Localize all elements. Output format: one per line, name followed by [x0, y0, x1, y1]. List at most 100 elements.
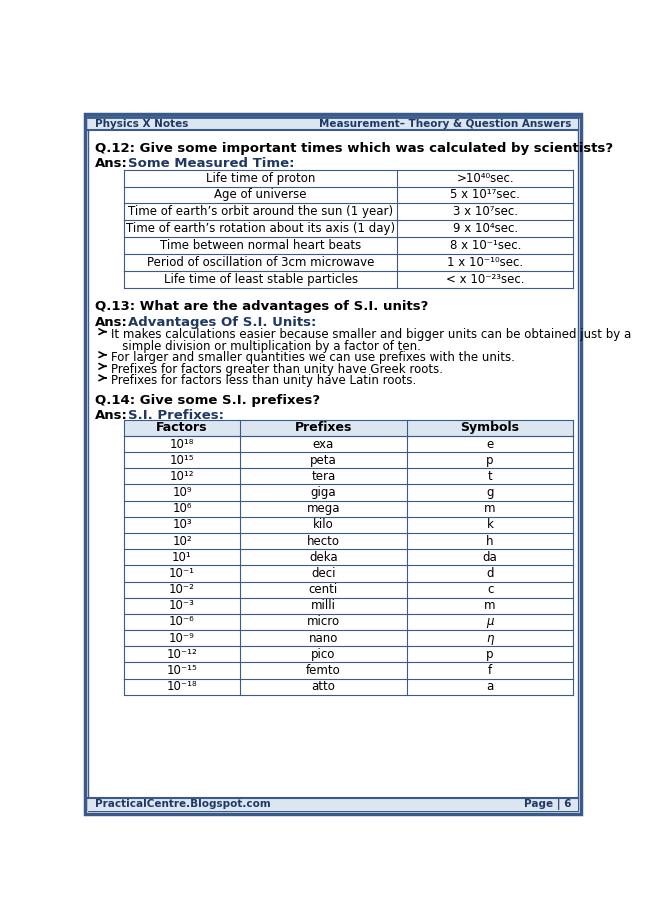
Bar: [124, 533, 573, 550]
Text: nano: nano: [309, 631, 338, 644]
Text: m: m: [484, 503, 496, 516]
Text: Q.12: Give some important times which was calculated by scientists?: Q.12: Give some important times which wa…: [95, 142, 614, 154]
Bar: [124, 516, 573, 533]
Text: da: da: [483, 550, 497, 563]
Text: hecto: hecto: [307, 535, 340, 548]
Text: 10⁻⁹: 10⁻⁹: [169, 631, 195, 644]
Text: t: t: [488, 470, 493, 482]
Bar: [124, 237, 573, 255]
Text: Age of universe: Age of universe: [214, 188, 307, 201]
Text: 10⁻¹⁵: 10⁻¹⁵: [166, 664, 198, 677]
Text: η: η: [486, 631, 494, 644]
Text: Factors: Factors: [156, 422, 208, 435]
Text: tera: tera: [311, 470, 335, 482]
Text: Some Measured Time:: Some Measured Time:: [128, 157, 294, 170]
Bar: [124, 203, 573, 221]
Bar: [124, 597, 573, 614]
Bar: [88, 118, 578, 130]
Text: giga: giga: [311, 486, 336, 499]
Text: 10⁻⁶: 10⁻⁶: [169, 616, 195, 629]
Text: 10⁻¹: 10⁻¹: [169, 567, 195, 580]
Text: femto: femto: [306, 664, 341, 677]
Text: 10³: 10³: [172, 518, 192, 531]
Text: 10¹⁸: 10¹⁸: [170, 437, 194, 450]
Text: p: p: [486, 648, 494, 661]
Bar: [124, 550, 573, 565]
Bar: [124, 565, 573, 582]
Text: h: h: [486, 535, 494, 548]
Bar: [88, 798, 578, 811]
Bar: [124, 170, 573, 187]
Text: For larger and smaller quantities we can use prefixes with the units.: For larger and smaller quantities we can…: [112, 351, 515, 364]
Text: d: d: [486, 567, 494, 580]
Bar: [124, 271, 573, 289]
Bar: [124, 646, 573, 663]
Bar: [124, 452, 573, 469]
Bar: [124, 420, 573, 436]
Text: k: k: [487, 518, 493, 531]
Text: pico: pico: [311, 648, 335, 661]
Text: atto: atto: [311, 680, 335, 693]
Text: Period of oscillation of 3cm microwave: Period of oscillation of 3cm microwave: [147, 256, 374, 269]
Text: 10¹⁵: 10¹⁵: [170, 454, 194, 467]
Text: S.I. Prefixes:: S.I. Prefixes:: [128, 409, 224, 422]
Text: Measurement– Theory & Question Answers: Measurement– Theory & Question Answers: [319, 119, 572, 129]
Text: 10²: 10²: [172, 535, 192, 548]
Text: p: p: [486, 454, 494, 467]
Text: PracticalCentre.Blogspot.com: PracticalCentre.Blogspot.com: [95, 800, 271, 810]
Text: 10¹: 10¹: [172, 550, 192, 563]
Text: milli: milli: [311, 599, 336, 612]
Text: Advantages Of S.I. Units:: Advantages Of S.I. Units:: [128, 316, 316, 329]
Text: Symbols: Symbols: [461, 422, 519, 435]
Text: 10⁻¹²: 10⁻¹²: [166, 648, 198, 661]
Text: Ans:: Ans:: [95, 157, 128, 170]
Text: simple division or multiplication by a factor of ten.: simple division or multiplication by a f…: [112, 340, 421, 353]
Bar: [124, 663, 573, 678]
Text: Ans:: Ans:: [95, 316, 128, 329]
Text: >10⁴⁰sec.: >10⁴⁰sec.: [456, 172, 514, 185]
Text: Time of earth’s orbit around the sun (1 year): Time of earth’s orbit around the sun (1 …: [128, 206, 393, 219]
Bar: [124, 436, 573, 452]
Text: 5 x 10¹⁷sec.: 5 x 10¹⁷sec.: [450, 188, 521, 201]
Text: It makes calculations easier because smaller and bigger units can be obtained ju: It makes calculations easier because sma…: [112, 328, 632, 341]
Bar: [124, 678, 573, 695]
Text: a: a: [486, 680, 494, 693]
Text: 10⁹: 10⁹: [172, 486, 192, 499]
Text: Prefixes for factors less than unity have Latin roots.: Prefixes for factors less than unity hav…: [112, 374, 417, 388]
Text: 10⁻³: 10⁻³: [169, 599, 195, 612]
Text: Physics X Notes: Physics X Notes: [95, 119, 188, 129]
Text: 10⁶: 10⁶: [172, 503, 192, 516]
Text: Life time of least stable particles: Life time of least stable particles: [164, 273, 358, 286]
Bar: [124, 484, 573, 501]
Bar: [124, 582, 573, 597]
Text: 1 x 10⁻¹⁰sec.: 1 x 10⁻¹⁰sec.: [447, 256, 523, 269]
Text: Prefixes: Prefixes: [294, 422, 352, 435]
Text: Time of earth’s rotation about its axis (1 day): Time of earth’s rotation about its axis …: [126, 222, 395, 235]
Text: mega: mega: [307, 503, 340, 516]
Bar: [124, 614, 573, 630]
Text: < x 10⁻²³sec.: < x 10⁻²³sec.: [446, 273, 525, 286]
Text: kilo: kilo: [313, 518, 334, 531]
Text: Prefixes for factors greater than unity have Greek roots.: Prefixes for factors greater than unity …: [112, 363, 443, 376]
Text: 10¹²: 10¹²: [170, 470, 194, 482]
Text: centi: centi: [309, 583, 338, 596]
Text: μ: μ: [486, 616, 494, 629]
Text: peta: peta: [310, 454, 337, 467]
Text: deka: deka: [309, 550, 338, 563]
Text: Page | 6: Page | 6: [525, 799, 572, 810]
Text: 8 x 10⁻¹sec.: 8 x 10⁻¹sec.: [450, 239, 521, 253]
Text: Q.13: What are the advantages of S.I. units?: Q.13: What are the advantages of S.I. un…: [95, 301, 428, 313]
Bar: [124, 221, 573, 237]
Text: 10⁻¹⁸: 10⁻¹⁸: [166, 680, 198, 693]
Text: Q.14: Give some S.I. prefixes?: Q.14: Give some S.I. prefixes?: [95, 393, 320, 406]
Text: micro: micro: [307, 616, 340, 629]
Text: Life time of proton: Life time of proton: [206, 172, 315, 185]
Bar: [124, 501, 573, 516]
Text: exa: exa: [313, 437, 334, 450]
Bar: [124, 255, 573, 271]
Bar: [124, 187, 573, 203]
Text: 3 x 10⁷sec.: 3 x 10⁷sec.: [453, 206, 518, 219]
Text: Ans:: Ans:: [95, 409, 128, 422]
Text: m: m: [484, 599, 496, 612]
Text: f: f: [488, 664, 492, 677]
